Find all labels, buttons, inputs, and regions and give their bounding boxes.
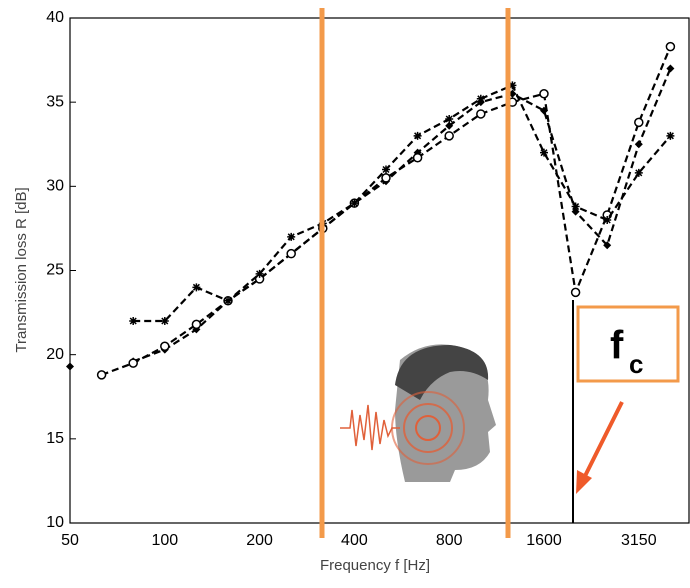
marker	[160, 341, 170, 351]
marker	[129, 317, 138, 325]
marker	[255, 269, 264, 278]
y-tick-label: 20	[46, 346, 64, 363]
arrow	[580, 401, 624, 483]
x-tick-label: 100	[151, 532, 178, 549]
marker	[540, 148, 548, 157]
marker	[508, 89, 517, 98]
marker	[476, 94, 485, 103]
marker	[570, 287, 581, 298]
marker	[445, 115, 454, 123]
y-axis-label: Transmission loss R [dB]	[13, 187, 30, 352]
head-icon	[340, 344, 496, 482]
fc-label: f	[610, 324, 624, 368]
marker	[476, 109, 486, 119]
marker	[445, 121, 454, 130]
sound-wave	[340, 404, 400, 451]
marker	[160, 317, 169, 325]
marker	[444, 131, 454, 141]
y-tick-label: 15	[46, 430, 64, 447]
marker	[66, 362, 74, 371]
series-line	[133, 83, 672, 323]
arrow-head	[576, 470, 592, 494]
marker	[286, 248, 296, 259]
marker	[666, 131, 675, 140]
marker	[381, 173, 391, 183]
x-tick-label: 400	[341, 532, 368, 549]
marker	[508, 81, 517, 90]
marker	[412, 152, 423, 163]
marker	[666, 64, 675, 73]
hair	[395, 345, 489, 400]
marker	[634, 117, 644, 128]
marker	[539, 89, 549, 99]
y-tick-label: 10	[46, 514, 64, 531]
marker	[192, 283, 201, 292]
marker	[413, 131, 422, 140]
y-tick-label: 30	[46, 178, 64, 195]
marker	[603, 241, 612, 250]
y-tick-label: 25	[46, 262, 64, 279]
x-tick-label: 50	[61, 532, 79, 549]
x-tick-label: 800	[436, 532, 463, 549]
x-axis-label: Frequency f [Hz]	[320, 557, 430, 574]
marker	[382, 165, 390, 174]
wave	[415, 415, 441, 441]
x-tick-label: 1600	[526, 532, 562, 549]
x-tick-label: 3150	[621, 532, 657, 549]
plot-frame	[69, 17, 690, 524]
fc-box	[576, 305, 680, 383]
marker	[603, 216, 612, 224]
marker	[634, 168, 643, 177]
x-tick-label: 200	[246, 532, 273, 549]
marker	[287, 232, 296, 241]
y-tick-label: 35	[46, 93, 64, 110]
marker	[634, 140, 643, 149]
marker	[571, 202, 580, 211]
marker	[128, 358, 138, 368]
wave	[403, 403, 453, 453]
plot: 10 15 20 25 30 35 40 50 100 200 400 800 1600 3150	[46, 9, 676, 549]
marker	[350, 199, 359, 208]
y-tick-label: 40	[46, 9, 64, 26]
fc-subscript: c	[629, 349, 643, 379]
marker	[191, 319, 202, 330]
marker	[224, 296, 232, 305]
marker	[665, 41, 676, 52]
marker	[96, 370, 107, 380]
